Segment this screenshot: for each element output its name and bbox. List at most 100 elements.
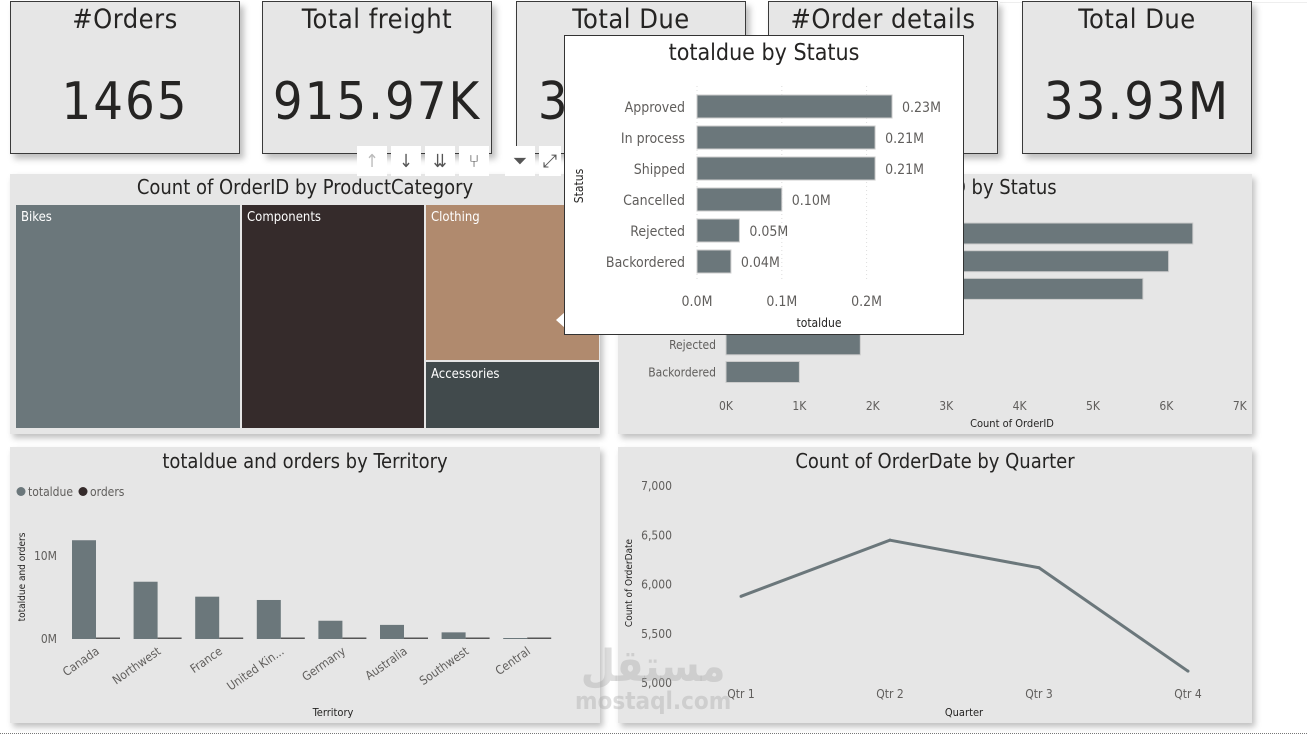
legend-label: orders (90, 485, 125, 499)
x-axis-title: Territory (312, 706, 354, 719)
x-tick-label: 0.1M (766, 294, 797, 310)
treemap-tile-bikes[interactable]: Bikes (16, 205, 240, 428)
y-category-label: Cancelled (623, 193, 685, 209)
y-category-label: Approved (625, 100, 685, 116)
treemap-tile-accessories[interactable]: Accessories (426, 362, 599, 428)
data-point (888, 538, 892, 542)
tile-label: Clothing (431, 210, 480, 225)
y-tick-label: 6,500 (641, 528, 672, 542)
tile-label: Accessories (431, 367, 500, 382)
bar-totaldue (195, 596, 220, 639)
kpi-title: #Order details (790, 4, 976, 35)
legend-label: totaldue (28, 485, 73, 499)
x-axis-title: Count of OrderID (970, 417, 1054, 430)
bar (696, 218, 740, 243)
x-tick-label: 3K (939, 399, 954, 413)
bar (725, 361, 800, 383)
territory-panel[interactable]: totaldue and orders by Territory totaldu… (10, 447, 600, 723)
bar-totaldue (380, 624, 404, 639)
bar-orders (96, 637, 120, 639)
arrow-up-icon: ↑ (365, 150, 379, 172)
kpi-title: Total Due (1078, 4, 1196, 35)
tooltip-caret (556, 312, 565, 328)
kpi-title: Total Due (572, 4, 690, 35)
treemap-panel[interactable]: Count of OrderID by ProductCategory Bike… (10, 174, 600, 434)
y-tick-label: 10M (34, 549, 57, 563)
kpi-card-total-freight[interactable]: Total freight 915.97K (262, 1, 492, 154)
x-tick-label: 7K (1233, 399, 1248, 413)
page-bottom-border (0, 733, 1307, 734)
treemap-tile-components[interactable]: Components (242, 205, 424, 428)
x-tick-label: 0.0M (682, 294, 713, 310)
treemap-title: Count of OrderID by ProductCategory (136, 175, 474, 199)
bar-orders (219, 637, 244, 639)
quarter-title: Count of OrderDate by Quarter (795, 449, 1075, 473)
focus-mode-button[interactable]: ⤢ (539, 146, 561, 176)
bar-orders (527, 637, 552, 639)
data-label: 0.21M (885, 162, 924, 178)
x-tick-label: 0.2M (851, 294, 882, 310)
data-label: 0.10M (792, 193, 831, 209)
x-category-label: Southwest (417, 644, 471, 688)
bar (696, 125, 876, 150)
x-category-label: France (188, 644, 226, 676)
x-category-label: United Kin... (224, 644, 286, 693)
bar-totaldue (256, 599, 281, 639)
y-category-label: Shipped (634, 162, 685, 178)
tile-label: Components (247, 210, 322, 225)
bar (725, 333, 861, 356)
filter-icon: ⏷ (512, 150, 528, 172)
y-tick-label: 5,000 (641, 676, 672, 690)
x-category-label: Northwest (110, 644, 164, 687)
series-line (740, 538, 1189, 673)
x-axis-title: Quarter (945, 706, 984, 719)
kpi-card-orders[interactable]: #Orders 1465 (10, 1, 240, 154)
focus-mode-icon: ⤢ (542, 150, 558, 172)
territory-chart: totaldue orders 0M 10M totaldue and orders Ca… (16, 485, 552, 719)
legend-marker (78, 487, 88, 496)
y-axis-title: Count of OrderDate (624, 538, 635, 627)
bar-totaldue (133, 581, 158, 639)
tooltip-title: totaldue by Status (668, 40, 860, 66)
territory-title: totaldue and orders by Territory (162, 449, 448, 473)
quarter-chart: 5,000 5,500 6,000 6,500 7,000 Count of OrderD… (624, 479, 1202, 719)
legend-marker (16, 487, 26, 496)
tooltip-totaldue-by-status: totaldue by Status 0.0M 0.1M 0.2M Approved 0… (564, 35, 964, 335)
y-tick-label: 5,500 (641, 627, 672, 641)
tile-label: Bikes (21, 210, 52, 225)
data-label: 0.05M (749, 224, 788, 240)
kpi-value: 915.97K (272, 72, 482, 132)
bar-orders (342, 637, 367, 639)
expand-hierarchy-button[interactable]: ⑂ (459, 146, 489, 176)
x-category-label: Germany (299, 644, 348, 684)
y-category-label: Backordered (606, 255, 685, 271)
filter-button[interactable]: ⏷ (505, 146, 535, 176)
bar-orders (465, 637, 490, 639)
x-tick-label: 0K (719, 399, 734, 413)
kpi-card-total-due-2[interactable]: Total Due 33.93M (1022, 1, 1252, 154)
kpi-value: 33.93M (1043, 72, 1231, 132)
y-category-label: Rejected (669, 338, 716, 352)
bar-totaldue (441, 632, 466, 639)
x-category-label: Canada (60, 644, 102, 679)
bar-orders (404, 637, 428, 639)
x-category-label: Qtr 3 (1025, 687, 1052, 701)
bar-orders (157, 637, 182, 639)
x-category-label: Qtr 2 (876, 687, 903, 701)
x-category-label: Australia (363, 644, 410, 683)
arrow-down-icon: ↓ (399, 150, 413, 172)
watermark: مستقل mostaql.com (575, 645, 731, 714)
y-tick-label: 6,000 (641, 578, 672, 592)
quarter-panel[interactable]: Count of OrderDate by Quarter 5,000 5,500… (618, 447, 1252, 723)
y-category-label: Rejected (630, 224, 685, 240)
bar (696, 156, 876, 181)
data-point (739, 594, 743, 598)
next-level-button[interactable]: ⇊ (425, 146, 455, 176)
data-label: 0.21M (885, 131, 924, 147)
drill-up-button[interactable]: ↑ (357, 146, 387, 176)
y-tick-label: 0M (41, 632, 57, 646)
bar (696, 187, 783, 212)
drill-down-button[interactable]: ↓ (391, 146, 421, 176)
x-tick-label: 4K (1013, 399, 1028, 413)
visual-header-toolbar: ↑ ↓ ⇊ ⑂ ⏷ ⤢ (357, 146, 561, 176)
